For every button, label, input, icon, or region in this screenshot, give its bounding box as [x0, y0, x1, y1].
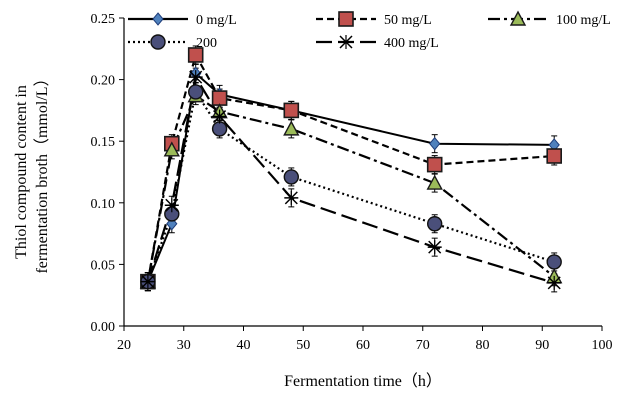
series-2-point — [426, 156, 443, 173]
x-tick-label: 100 — [592, 338, 613, 353]
series-4-point — [283, 169, 299, 185]
series-4-point — [427, 216, 443, 232]
series-5-point — [212, 109, 227, 124]
y-axis-title-line-1: Thiol compound content in — [13, 85, 30, 259]
series-3-point — [283, 120, 300, 136]
legend: 0 mg/L 50 mg/L 100 mg/L 200 400 mg/L — [128, 10, 611, 51]
legend-label-4: 200 — [196, 36, 217, 51]
series-3-point — [426, 174, 443, 190]
x-tick-label: 20 — [117, 338, 131, 353]
y-axis-ticks: 0.00 0.05 0.10 0.15 0.20 0.25 — [91, 12, 124, 335]
y-tick-label: 0.20 — [91, 74, 116, 89]
series-5-point — [284, 190, 299, 205]
y-axis-title-line-2: fermentation broth（mmol/L） — [33, 70, 51, 273]
x-tick-label: 80 — [476, 338, 490, 353]
series-5-point — [188, 70, 203, 85]
series-4-point — [187, 84, 204, 100]
series-2-point — [211, 90, 228, 106]
x-axis-title: Fermentation time（h） — [284, 372, 442, 390]
x-tick-label: 70 — [416, 338, 430, 353]
x-tick-label: 30 — [177, 338, 191, 353]
x-tick-label: 50 — [296, 338, 310, 353]
series-4-point — [546, 254, 562, 270]
y-tick-label: 0.00 — [91, 320, 116, 335]
series-line-2 — [146, 52, 555, 282]
plot-area: 20 30 40 50 60 70 80 90 100 0.00 0.05 0.10 0.15 0.20… — [91, 12, 613, 353]
legend-marker-5 — [339, 35, 353, 49]
series-5-point — [547, 275, 562, 290]
series-layer — [139, 45, 563, 293]
series-2-point — [283, 102, 300, 119]
series-4-point — [211, 121, 228, 137]
legend-label-2: 50 mg/L — [384, 13, 432, 28]
series-1-point — [429, 136, 441, 151]
x-axis-ticks: 20 30 40 50 60 70 80 90 100 — [117, 326, 613, 353]
legend-marker-1 — [152, 12, 164, 26]
series-5-point — [427, 240, 442, 255]
x-tick-label: 40 — [237, 338, 251, 353]
legend-label-5: 400 mg/L — [384, 36, 439, 51]
series-2-point — [546, 148, 563, 164]
series-5-point — [164, 198, 179, 213]
legend-marker-4 — [150, 34, 166, 50]
series-2-point — [187, 47, 204, 63]
x-tick-label: 90 — [535, 338, 549, 353]
y-tick-label: 0.10 — [91, 197, 116, 212]
y-tick-label: 0.25 — [91, 12, 116, 27]
legend-label-3: 100 mg/L — [556, 13, 611, 28]
x-tick-label: 60 — [356, 338, 370, 353]
y-tick-label: 0.15 — [91, 135, 116, 150]
series-3-point — [163, 141, 180, 157]
legend-label-1: 0 mg/L — [196, 13, 237, 28]
legend-marker-3 — [509, 10, 527, 26]
y-tick-label: 0.05 — [91, 258, 116, 273]
series-5-point — [140, 274, 155, 289]
legend-marker-2 — [338, 11, 354, 27]
series-line-5 — [146, 74, 555, 284]
series-line-4 — [146, 89, 555, 282]
